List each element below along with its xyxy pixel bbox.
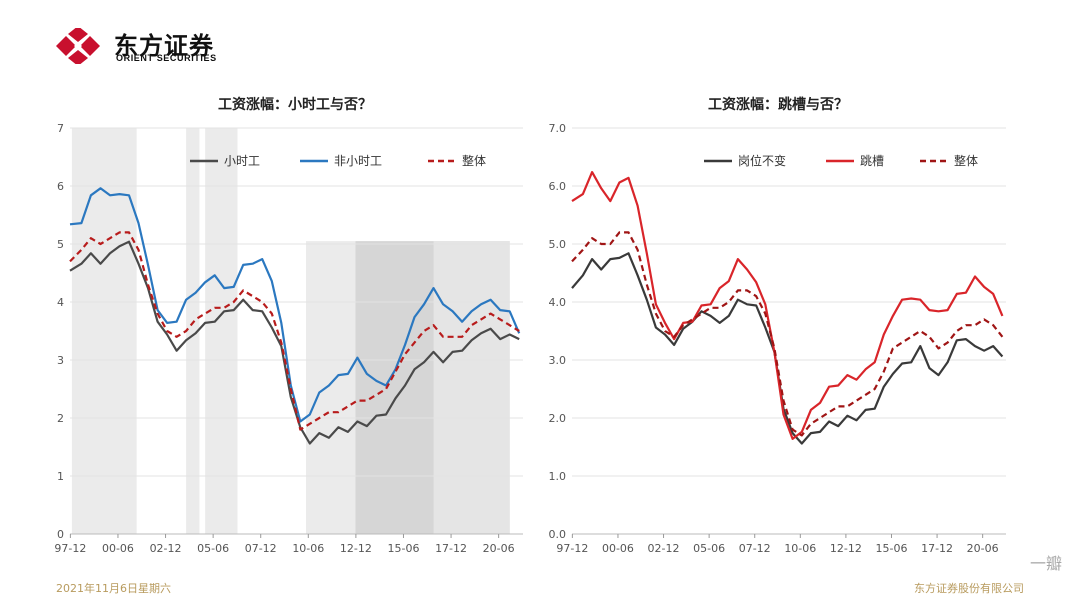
x-tick-label: 15-06 xyxy=(875,542,907,555)
series-line-3 xyxy=(69,231,520,431)
x-tick-label: 00-06 xyxy=(602,542,634,555)
y-tick-label: 6 xyxy=(57,180,64,193)
x-tick-label: 02-12 xyxy=(150,542,182,555)
series-line-1 xyxy=(571,252,1004,445)
orient-securities-logo-icon xyxy=(56,28,100,64)
y-tick-label: 3 xyxy=(57,354,64,367)
y-tick-label: 7 xyxy=(57,122,64,135)
y-tick-label: 6.0 xyxy=(549,180,567,193)
series-line-3 xyxy=(571,231,1004,437)
shaded-span xyxy=(205,128,238,534)
series-line-2 xyxy=(69,187,521,423)
x-tick-label: 20-06 xyxy=(483,542,515,555)
x-tick-label: 02-12 xyxy=(648,542,680,555)
company-name-en: ORIENT SECURITIES xyxy=(116,53,217,63)
x-tick-label: 07-12 xyxy=(245,542,277,555)
footer-date: 2021年11月6日星期六 xyxy=(56,582,171,595)
shaded-span xyxy=(433,241,510,534)
company-logo: 东方证券 ORIENT SECURITIES xyxy=(52,22,252,68)
y-tick-label: 1 xyxy=(57,470,64,483)
footer-company: 东方证券股份有限公司 xyxy=(914,582,1024,595)
legend-label: 整体 xyxy=(954,153,978,168)
shaded-span xyxy=(186,128,200,534)
legend-label: 小时工 xyxy=(224,154,260,168)
y-tick-label: 5 xyxy=(57,238,64,251)
y-tick-label: 1.0 xyxy=(549,470,567,483)
x-tick-label: 00-06 xyxy=(102,542,134,555)
x-tick-label: 12-12 xyxy=(340,542,372,555)
x-tick-label: 15-06 xyxy=(387,542,419,555)
x-tick-label: 10-06 xyxy=(292,542,324,555)
x-tick-label: 17-12 xyxy=(921,542,953,555)
x-tick-label: 17-12 xyxy=(435,542,467,555)
y-tick-label: 4.0 xyxy=(549,296,567,309)
series-line-2 xyxy=(571,171,1004,440)
x-tick-label: 05-06 xyxy=(693,542,725,555)
x-tick-label: 20-06 xyxy=(967,542,999,555)
chart-title-hourly: 工资涨幅：小时工与否？ xyxy=(218,97,372,113)
y-tick-label: 3.0 xyxy=(549,354,567,367)
y-tick-label: 4 xyxy=(57,296,64,309)
company-name-cn: 东方证券 xyxy=(114,32,214,60)
legend-label: 整体 xyxy=(462,153,486,168)
shaded-span xyxy=(306,241,356,534)
x-tick-label: 97-12 xyxy=(556,542,588,555)
y-tick-label: 0 xyxy=(57,528,64,541)
x-tick-label: 05-06 xyxy=(197,542,229,555)
x-tick-label: 10-06 xyxy=(784,542,816,555)
y-tick-label: 2.0 xyxy=(549,412,567,425)
legend-label: 跳槽 xyxy=(860,154,884,168)
legend-label: 非小时工 xyxy=(334,154,382,168)
x-tick-label: 07-12 xyxy=(739,542,771,555)
x-tick-label: 12-12 xyxy=(830,542,862,555)
y-tick-label: 2 xyxy=(57,412,64,425)
chart-title-job-switch: 工资涨幅：跳槽与否？ xyxy=(708,97,848,113)
y-tick-label: 0.0 xyxy=(549,528,567,541)
y-tick-label: 5.0 xyxy=(549,238,567,251)
watermark-text: 一瓣 xyxy=(1029,554,1062,573)
y-tick-label: 7.0 xyxy=(549,122,567,135)
x-tick-label: 97-12 xyxy=(54,542,86,555)
legend-label: 岗位不变 xyxy=(738,153,786,168)
